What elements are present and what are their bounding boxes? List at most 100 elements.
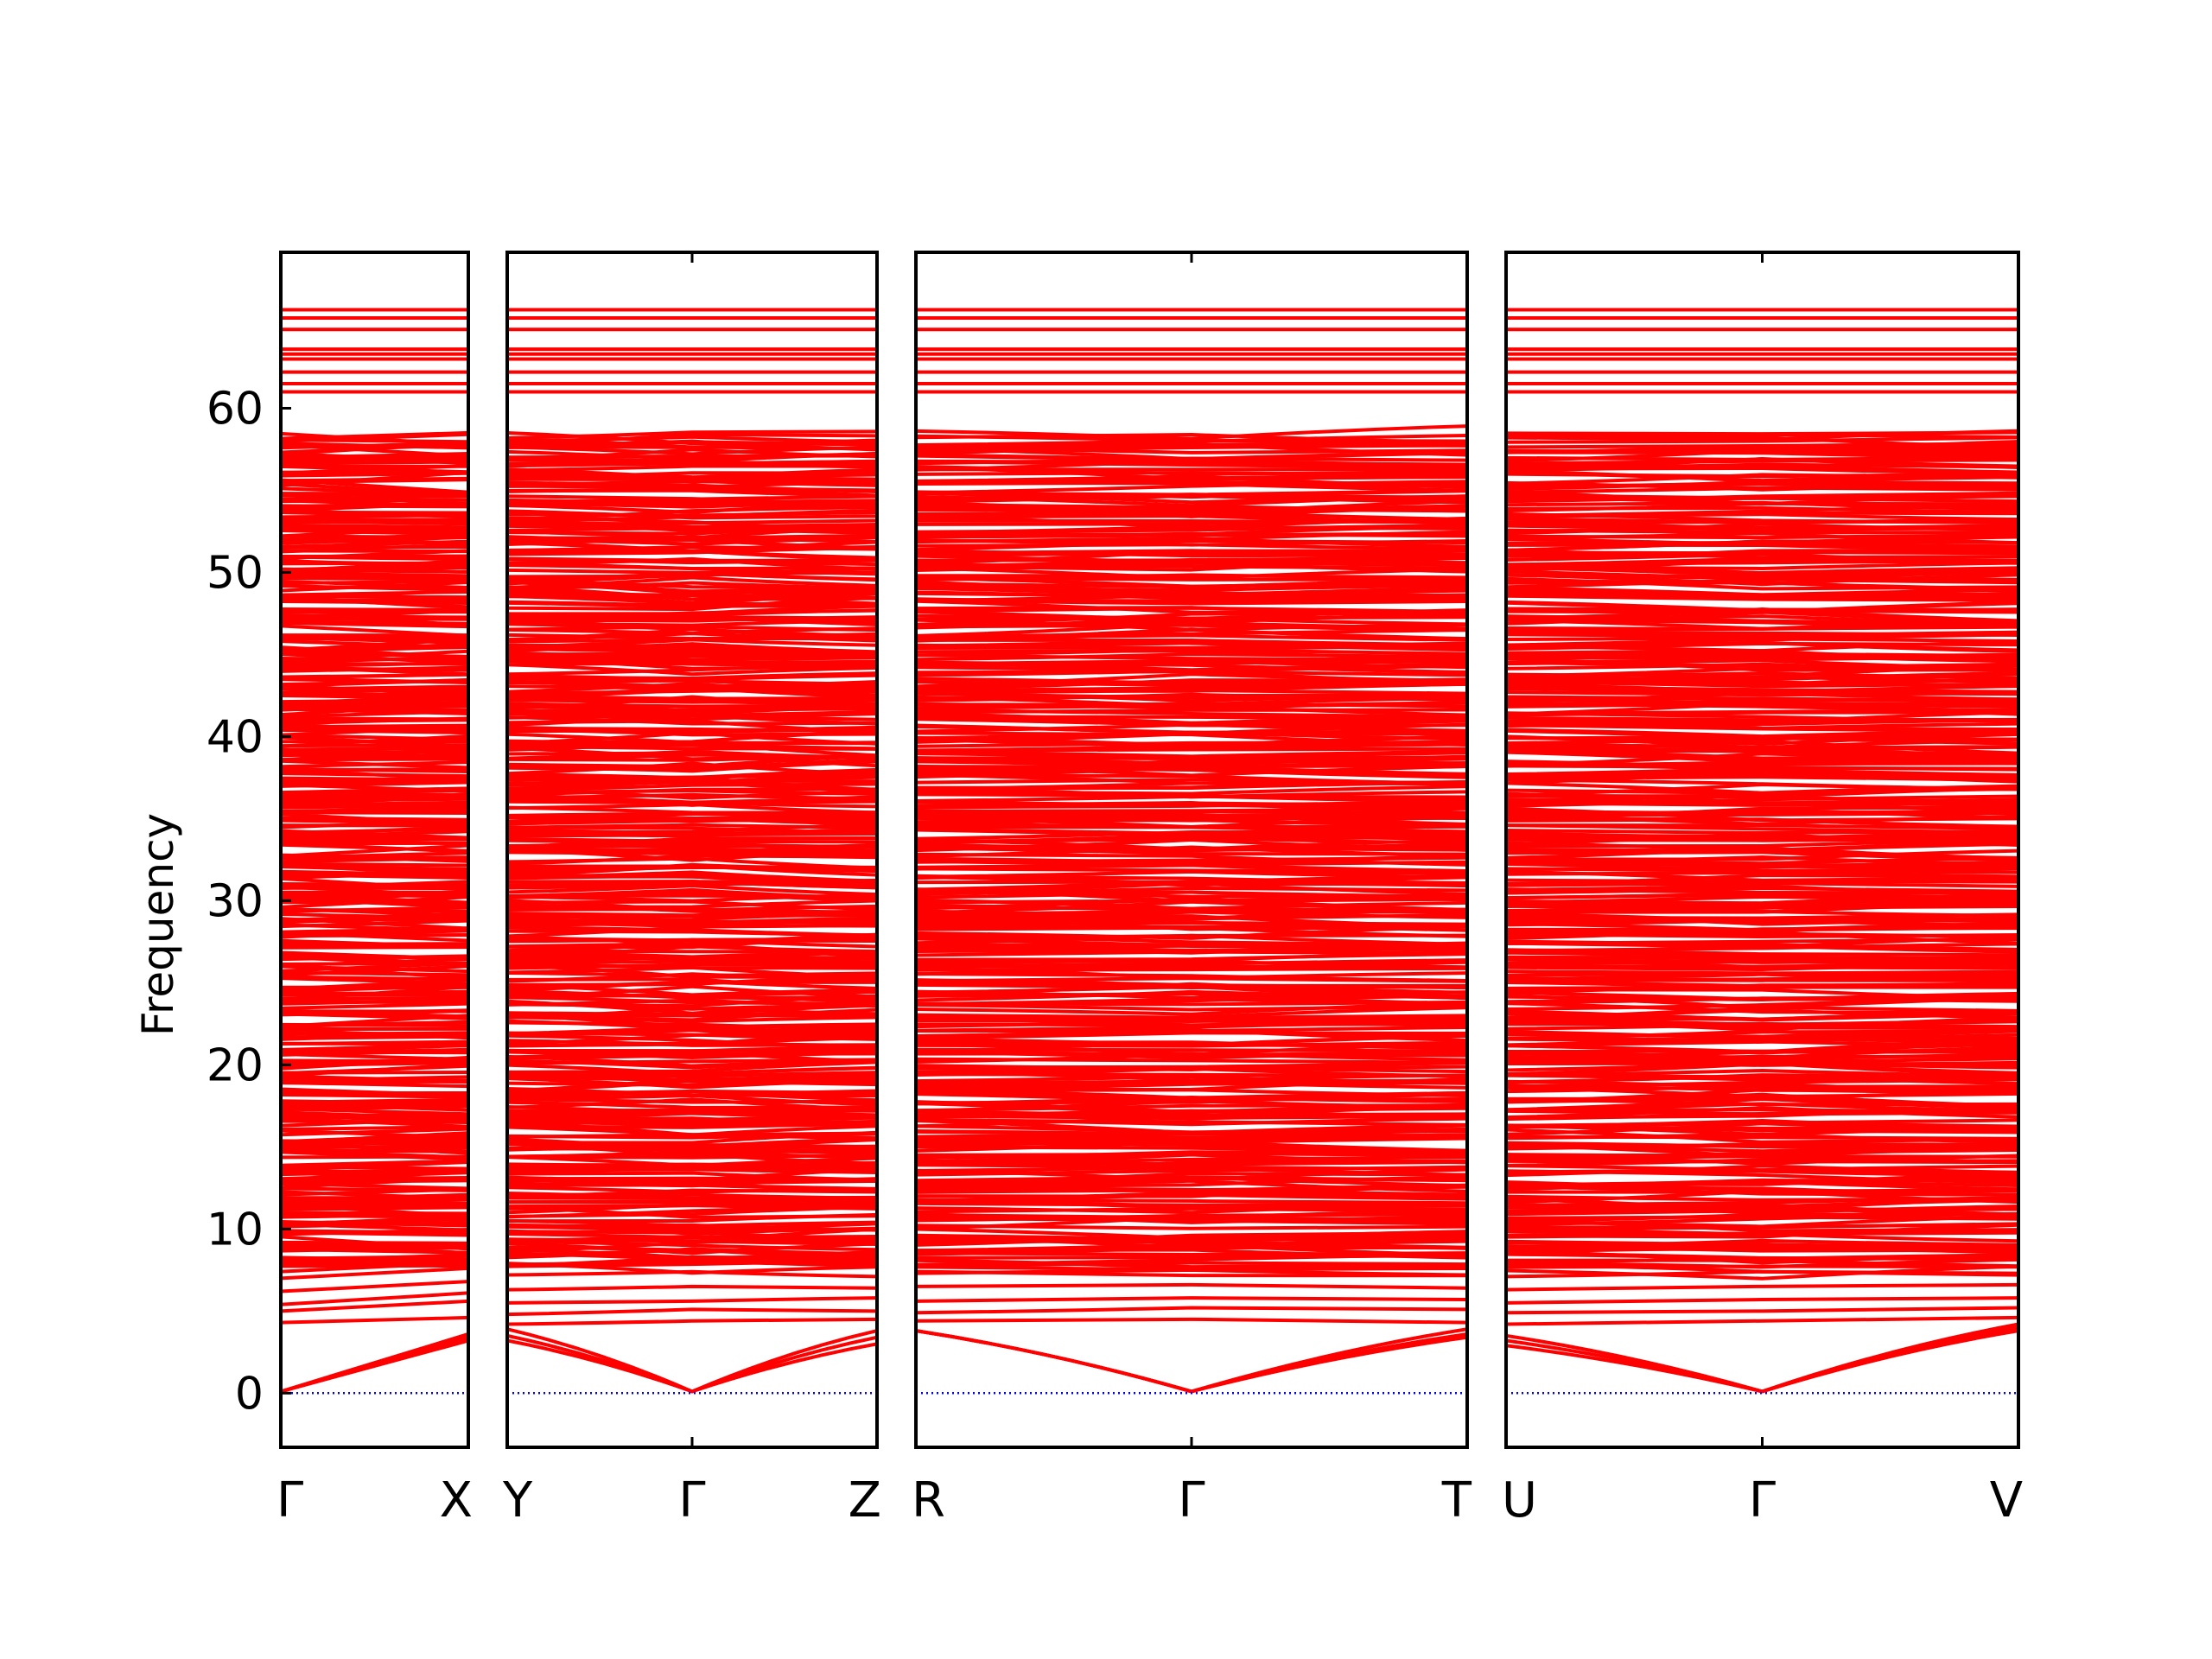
qpoint-label: Γ — [1178, 1472, 1205, 1529]
band-line — [1506, 431, 2018, 440]
band-line — [916, 1103, 1467, 1113]
y-tick-label: 30 — [207, 875, 264, 927]
band-line — [507, 1060, 877, 1074]
band-line — [1506, 900, 2018, 913]
band-line — [916, 772, 1467, 785]
band-line — [1506, 798, 2018, 805]
band-line — [507, 749, 877, 760]
band-line — [1506, 600, 2018, 614]
band-line — [916, 432, 1467, 445]
acoustic-branch — [281, 1332, 468, 1394]
band-line — [1506, 576, 2018, 591]
band-line — [281, 579, 468, 589]
band-line — [281, 438, 468, 444]
band-line — [507, 642, 877, 654]
acoustic-branch — [1506, 1325, 2018, 1394]
band-line — [1506, 472, 2018, 479]
band-line — [281, 1110, 468, 1121]
panel-frame — [279, 251, 470, 1449]
band-line — [916, 785, 1467, 796]
band-line — [1506, 520, 2018, 531]
band-line — [507, 1063, 877, 1076]
band-line-low — [281, 1291, 468, 1306]
band-line — [1506, 962, 2018, 969]
qpoint-label: V — [1990, 1472, 2023, 1529]
band-line — [1506, 810, 2018, 817]
band-line — [916, 696, 1467, 707]
band-line — [281, 704, 468, 711]
band-line — [507, 799, 877, 805]
band-line — [916, 1227, 1467, 1241]
acoustic-branch — [507, 1327, 877, 1394]
y-axis: 0 10 20 30 40 50 60 — [207, 383, 291, 1420]
band-line-low — [281, 1299, 468, 1313]
band-line — [507, 782, 877, 792]
band-line — [281, 665, 468, 672]
band-line — [507, 825, 877, 835]
qpoint-label: T — [1441, 1472, 1472, 1529]
band-line — [1506, 1238, 2018, 1249]
panel-3: R TΓ — [912, 251, 1472, 1529]
band-line — [916, 580, 1467, 596]
band-line — [281, 893, 468, 899]
band-line — [916, 1050, 1467, 1059]
band-line-low — [281, 1315, 468, 1325]
bands-group — [1506, 308, 2018, 1394]
band-line — [916, 1047, 1467, 1053]
band-line — [1506, 655, 2018, 661]
band-line — [1506, 566, 2018, 578]
band-line — [1506, 772, 2018, 779]
acoustic-branch — [916, 1329, 1467, 1394]
panel-4: U VΓ — [1502, 251, 2023, 1529]
y-tick-label: 60 — [207, 383, 264, 435]
band-line — [507, 711, 877, 721]
band-line — [1506, 701, 2018, 707]
band-line — [1506, 1141, 2018, 1149]
band-line — [916, 480, 1467, 489]
band-line — [281, 1099, 468, 1105]
band-line — [507, 873, 877, 883]
band-line — [281, 580, 468, 593]
y-tick-label: 50 — [207, 547, 264, 599]
band-line — [507, 1090, 877, 1103]
band-line — [281, 841, 468, 846]
band-line — [281, 684, 468, 691]
band-line — [281, 998, 468, 1006]
band-line — [1506, 1164, 2018, 1175]
band-line — [916, 812, 1467, 826]
band-line — [916, 1025, 1467, 1033]
band-line — [507, 823, 877, 835]
band-line — [281, 950, 468, 961]
band-line — [507, 1097, 877, 1104]
band-line-low — [1506, 1315, 2018, 1326]
band-line — [281, 803, 468, 810]
band-line — [281, 964, 468, 977]
band-line — [281, 1058, 468, 1064]
band-line — [507, 448, 877, 461]
band-line — [1506, 1145, 2018, 1158]
band-line — [281, 1030, 468, 1038]
band-line — [1506, 894, 2018, 905]
band-line — [507, 995, 877, 1006]
band-line — [1506, 829, 2018, 836]
band-line — [916, 1210, 1467, 1220]
band-line — [1506, 1016, 2018, 1027]
band-line — [281, 816, 468, 822]
band-line — [507, 1049, 877, 1060]
band-line — [281, 748, 468, 755]
band-line — [1506, 1106, 2018, 1120]
band-line — [916, 952, 1467, 962]
band-line — [281, 510, 468, 515]
band-line — [281, 767, 468, 772]
band-line — [916, 1254, 1467, 1260]
qpoint-label: R — [912, 1472, 945, 1529]
band-line — [281, 1261, 468, 1267]
band-line — [507, 1048, 877, 1053]
band-line — [281, 1205, 468, 1210]
band-line — [281, 451, 468, 464]
band-line — [1506, 1252, 2018, 1261]
band-line-low — [1506, 1296, 2018, 1305]
band-line — [281, 624, 468, 638]
band-line — [916, 708, 1467, 715]
